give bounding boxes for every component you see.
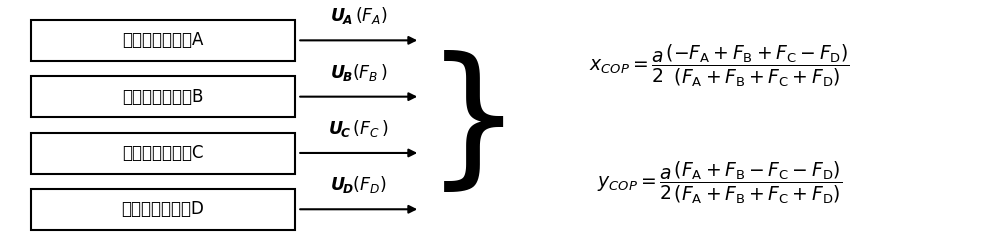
FancyBboxPatch shape [31,189,295,230]
Text: 单分量力传感器B: 单分量力传感器B [122,88,204,106]
Text: $\boldsymbol{U}_{\!\boldsymbol{D}}(F_D)$: $\boldsymbol{U}_{\!\boldsymbol{D}}(F_D)$ [330,174,387,195]
FancyBboxPatch shape [31,132,295,174]
Text: $\boldsymbol{U}_{\!\boldsymbol{A}}\,(F_A)$: $\boldsymbol{U}_{\!\boldsymbol{A}}\,(F_A… [330,5,388,26]
Text: $y_{COP} = \dfrac{a}{2}\dfrac{(F_{\rm A}+F_{\rm B}-F_{\rm C}-F_{\rm D})}{(F_{\rm: $y_{COP} = \dfrac{a}{2}\dfrac{(F_{\rm A}… [597,160,842,206]
Text: 单分量力传感器D: 单分量力传感器D [122,200,204,218]
Text: }: } [425,50,522,199]
Text: 单分量力传感器C: 单分量力传感器C [122,144,204,162]
Text: $\boldsymbol{U}_{\!\boldsymbol{C}}\,(F_C\,)$: $\boldsymbol{U}_{\!\boldsymbol{C}}\,(F_C… [328,118,389,139]
Text: 单分量力传感器A: 单分量力传感器A [122,31,204,49]
Text: $\boldsymbol{U}_{\!\boldsymbol{B}}(F_B\,)$: $\boldsymbol{U}_{\!\boldsymbol{B}}(F_B\,… [330,62,388,83]
FancyBboxPatch shape [31,20,295,61]
FancyBboxPatch shape [31,76,295,117]
Text: $x_{COP} = \dfrac{a}{2}\dfrac{(-F_{\rm A}+F_{\rm B}+F_{\rm C}-F_{\rm D})}{(F_{\r: $x_{COP} = \dfrac{a}{2}\dfrac{(-F_{\rm A… [589,42,850,89]
